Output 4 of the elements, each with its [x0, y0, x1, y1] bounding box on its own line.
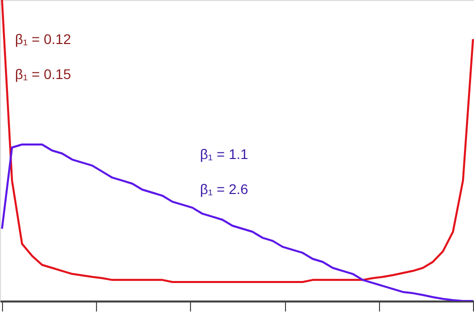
annotation: β₁ = 2.6 — [200, 181, 248, 197]
annotation: β₁ = 1.1 — [200, 146, 248, 162]
annotation: β₁ = 0.15 — [15, 66, 72, 82]
annotation: β₁ = 0.12 — [15, 31, 72, 47]
